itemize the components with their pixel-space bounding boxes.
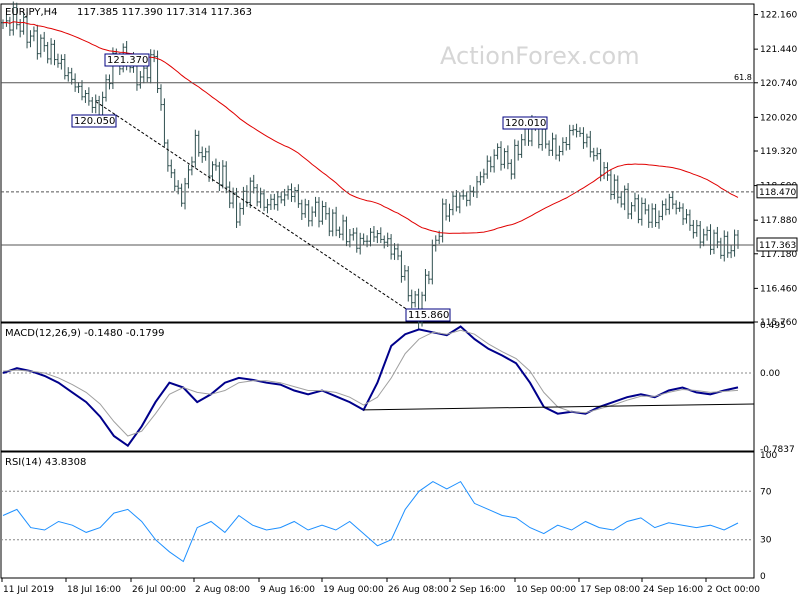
price-y-tick: 121.440 [760,45,797,55]
price-y-tick: 120.740 [760,79,797,89]
x-tick-label: 26 Jul 00:00 [132,585,186,595]
x-tick-label: 19 Aug 00:00 [323,585,384,595]
annotation-120050-box [71,114,117,128]
rsi-title: RSI(14) 43.8308 [5,457,86,468]
annotation-121370: 121.370 [107,55,148,66]
price-y-tick: 115.760 [760,318,797,328]
price-y-tick: 116.460 [760,284,797,294]
macd-title: MACD(12,26,9) -0.1480 -0.1799 [5,328,165,339]
x-tick-label: 9 Aug 16:00 [260,585,315,595]
macd-layer: MACD(12,26,9) -0.1480 -0.1799 0.495 0.00 -0… [1,321,795,455]
macd-panel-frame [0,322,755,452]
x-tick-label: 2 Oct 00:00 [707,585,760,595]
x-tick-label: 2 Sep 16:00 [451,585,506,595]
price-y-tick: 122.160 [760,11,797,21]
rsi-layer: RSI(14) 43.8308 100 70 30 0 [1,451,777,582]
fib-label: 61.8 [734,73,752,82]
rsi-panel-frame [0,451,755,579]
price-y-tick: 117.880 [760,216,797,226]
rsi-y-tick: 100 [760,451,777,461]
x-axis: 11 Jul 2019 18 Jul 16:00 26 Jul 00:00 2 Aug… [1,578,760,595]
annotation-120050: 120.050 [74,116,115,127]
x-tick-label: 18 Jul 16:00 [67,585,121,595]
level-tag [756,184,798,199]
macd-y-tick: -0.7837 [760,445,795,455]
macd-y-tick: 0.495 [760,321,786,331]
annotation-115860: 115.860 [408,310,449,321]
trend-line [95,101,419,318]
price-y-tick: 117.180 [760,250,797,260]
annotation-115860-box [405,308,451,322]
level-tag-label: 117.363 [759,241,796,251]
x-tick-label: 24 Sep 16:00 [643,585,703,595]
level-tag [756,237,798,252]
annotation-120010: 120.010 [505,118,546,129]
rsi-y-tick: 0 [760,572,766,582]
annotation-120010-box [502,116,548,130]
signal-line [2,329,739,437]
macd-y-tick: 0.00 [760,369,780,379]
rsi-y-tick: 30 [760,536,772,546]
macd-trend-line [363,403,755,411]
price-y-tick: 120.020 [760,113,797,123]
rsi-y-tick: 70 [760,487,772,497]
macd-line [2,325,739,448]
price-y-tick: 119.320 [760,147,797,157]
x-tick-label: 2 Aug 08:00 [195,585,250,595]
price-layer: 122.160121.440120.740120.020119.320118.6… [1,1,798,330]
price-panel-frame [0,3,755,323]
ohlc-readout: 117.385 117.390 117.314 117.363 [77,7,252,18]
level-tag-label: 118.470 [759,188,796,198]
moving-average-line [2,21,739,234]
rsi-line [2,480,739,563]
x-tick-label: 10 Sep 00:00 [516,585,576,595]
x-tick-label: 11 Jul 2019 [3,585,54,595]
x-tick-label: 26 Aug 08:00 [388,585,449,595]
x-tick-label: 17 Sep 08:00 [580,585,640,595]
symbol-label: EURJPY,H4 [5,7,58,18]
panel-frames [0,3,755,579]
annotation-121370-box [104,53,150,67]
watermark: ActionForex.com [440,42,640,70]
